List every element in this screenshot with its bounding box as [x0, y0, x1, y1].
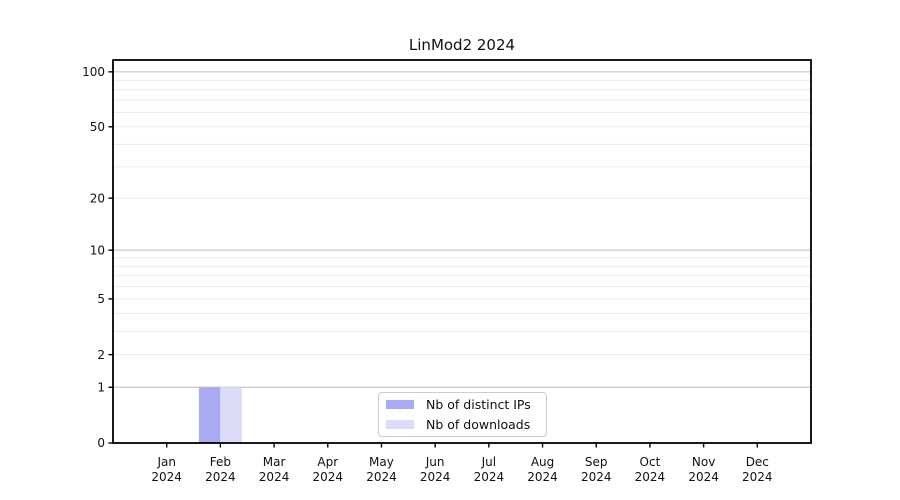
- x-tick-label-year: 2024: [366, 470, 397, 484]
- legend: Nb of distinct IPs Nb of downloads: [378, 392, 547, 437]
- legend-label-downloads: Nb of downloads: [426, 417, 531, 432]
- bar-distinct-ips: [198, 387, 221, 443]
- chart-title: LinMod2 2024: [408, 36, 516, 54]
- x-tick-label-year: 2024: [205, 470, 236, 484]
- x-tick-label-month: Nov: [692, 455, 715, 469]
- y-tick-label: 1: [97, 380, 105, 394]
- x-tick-label-year: 2024: [581, 470, 612, 484]
- x-tick-label-year: 2024: [259, 470, 290, 484]
- legend-item-downloads: Nb of downloads: [386, 416, 546, 433]
- y-tick-label: 20: [90, 191, 105, 205]
- x-tick-label-month: Sep: [585, 455, 608, 469]
- x-tick-label-month: Feb: [210, 455, 231, 469]
- y-tick-label: 5: [97, 292, 105, 306]
- bar-downloads: [220, 387, 242, 443]
- plot-border: [112, 59, 812, 444]
- x-tick-label-month: May: [369, 455, 394, 469]
- legend-label-distinct-ips: Nb of distinct IPs: [426, 397, 531, 412]
- x-tick-label-month: Jul: [481, 455, 496, 469]
- x-tick-label-year: 2024: [420, 470, 451, 484]
- x-tick-label-month: Apr: [317, 455, 338, 469]
- x-tick-label-month: Jan: [156, 455, 176, 469]
- x-tick-label-month: Aug: [531, 455, 554, 469]
- legend-swatch-distinct-ips: [386, 400, 414, 409]
- y-tick-label: 50: [90, 120, 105, 134]
- x-tick-label-month: Mar: [263, 455, 286, 469]
- y-tick-label: 2: [97, 348, 105, 362]
- x-tick-label-year: 2024: [474, 470, 505, 484]
- x-tick-label-year: 2024: [312, 470, 343, 484]
- y-tick-label: 10: [90, 243, 105, 257]
- y-tick-label: 0: [97, 436, 105, 450]
- x-tick-label-month: Oct: [640, 455, 661, 469]
- legend-item-distinct-ips: Nb of distinct IPs: [386, 396, 546, 413]
- x-tick-label-year: 2024: [742, 470, 773, 484]
- x-tick-label-year: 2024: [635, 470, 666, 484]
- legend-swatch-downloads: [386, 420, 414, 429]
- x-tick-label-month: Jun: [425, 455, 445, 469]
- x-tick-label-month: Dec: [746, 455, 769, 469]
- x-tick-label-year: 2024: [688, 470, 719, 484]
- x-tick-label-year: 2024: [151, 470, 182, 484]
- x-tick-label-year: 2024: [527, 470, 558, 484]
- y-tick-label: 100: [82, 65, 105, 79]
